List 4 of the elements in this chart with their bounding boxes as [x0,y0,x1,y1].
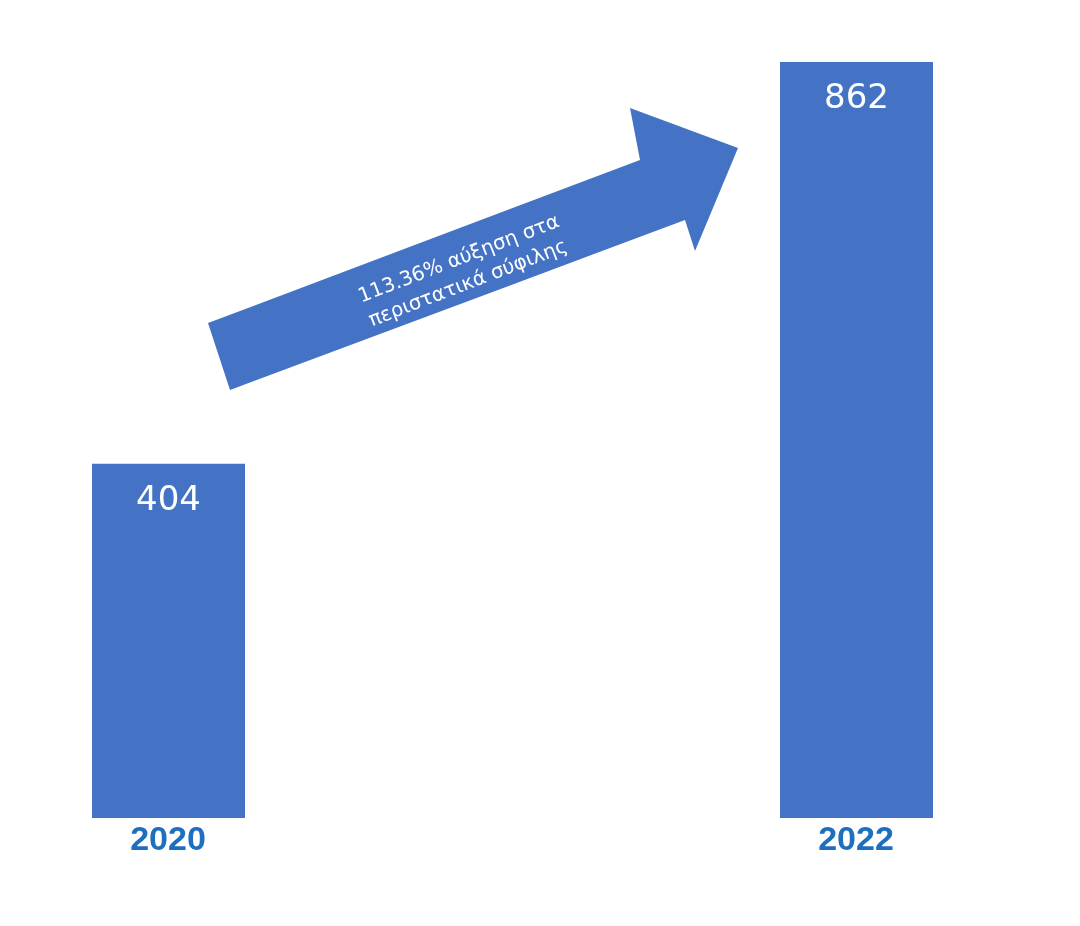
data-label: 404 [136,477,201,518]
data-label: 862 [824,76,889,117]
x-tick-label: 2020 [130,819,206,858]
x-tick-label: 2022 [818,819,894,858]
